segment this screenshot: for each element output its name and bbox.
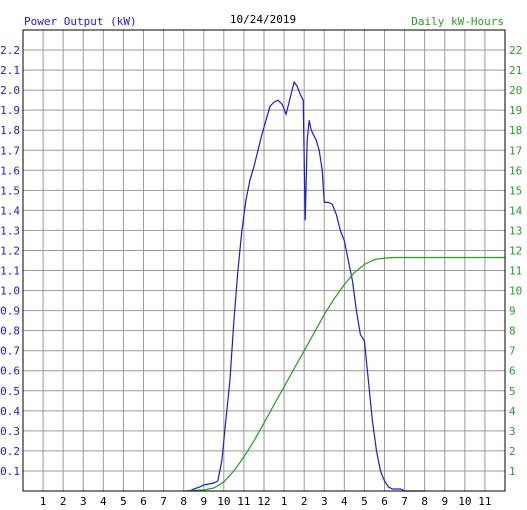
- right-tick-label: 20: [509, 84, 522, 97]
- right-tick-label: 18: [509, 124, 522, 137]
- x-tick-label: 10: [217, 495, 230, 508]
- right-tick-label: 16: [509, 164, 522, 177]
- left-tick-label: 0.6: [0, 365, 20, 378]
- x-tick-label: 1: [281, 495, 288, 508]
- energy-line: [183, 256, 505, 492]
- left-tick-label: 2.1: [0, 64, 20, 77]
- right-tick-label: 19: [509, 104, 522, 117]
- left-tick-label: 0.2: [0, 445, 20, 458]
- x-tick-label: 8: [180, 495, 187, 508]
- left-tick-label: 0.4: [0, 405, 20, 418]
- left-tick-label: 1.5: [0, 184, 20, 197]
- x-tick-label: 4: [100, 495, 107, 508]
- right-tick-label: 21: [509, 64, 522, 77]
- power-line: [189, 80, 425, 492]
- grid: [23, 30, 505, 491]
- left-axis-ticks: 0.1 0.2 0.3 0.4 0.5 0.6 0.7 0.8 0.9 1.0 1.1 1.2 1.3 1…: [0, 44, 20, 478]
- x-tick-label: 5: [120, 495, 127, 508]
- left-tick-label: 1.1: [0, 265, 20, 278]
- right-tick-label: 11: [509, 265, 522, 278]
- chart-title: 10/24/2019: [230, 13, 296, 26]
- left-tick-label: 0.3: [0, 425, 20, 438]
- left-tick-label: 1.3: [0, 224, 20, 237]
- left-tick-label: 1.6: [0, 164, 20, 177]
- left-tick-label: 1.7: [0, 144, 20, 157]
- right-tick-label: 5: [509, 385, 516, 398]
- x-tick-label: 3: [321, 495, 328, 508]
- right-tick-label: 10: [509, 285, 522, 298]
- left-tick-label: 0.9: [0, 305, 20, 318]
- right-tick-label: 6: [509, 365, 516, 378]
- right-tick-label: 9: [509, 305, 516, 318]
- left-tick-label: 2.2: [0, 44, 20, 57]
- x-tick-label: 12: [257, 495, 270, 508]
- left-tick-label: 0.1: [0, 465, 20, 478]
- left-tick-label: 1.8: [0, 124, 20, 137]
- left-tick-label: 1.0: [0, 285, 20, 298]
- right-tick-label: 14: [509, 204, 523, 217]
- left-tick-label: 1.2: [0, 244, 20, 257]
- right-tick-label: 7: [509, 345, 516, 358]
- x-tick-label: 6: [381, 495, 388, 508]
- plot-frame: [22, 29, 506, 492]
- left-tick-label: 0.5: [0, 385, 20, 398]
- x-tick-label: 7: [401, 495, 408, 508]
- x-tick-label: 8: [421, 495, 428, 508]
- x-tick-label: 1: [40, 495, 47, 508]
- left-axis-label: Power Output (kW): [24, 15, 137, 28]
- right-axis-label: Daily kW-Hours: [411, 15, 504, 28]
- right-tick-label: 12: [509, 244, 522, 257]
- right-tick-label: 4: [509, 405, 516, 418]
- right-tick-label: 2: [509, 445, 516, 458]
- x-tick-label: 2: [60, 495, 67, 508]
- left-tick-label: 2.0: [0, 84, 20, 97]
- x-tick-label: 3: [80, 495, 87, 508]
- x-tick-label: 6: [140, 495, 147, 508]
- right-tick-label: 8: [509, 325, 516, 338]
- x-tick-label: 2: [301, 495, 308, 508]
- x-tick-label: 4: [341, 495, 348, 508]
- left-tick-label: 0.7: [0, 345, 20, 358]
- left-tick-label: 1.4: [0, 204, 20, 217]
- x-tick-label: 5: [361, 495, 368, 508]
- right-tick-label: 13: [509, 224, 522, 237]
- left-tick-label: 1.9: [0, 104, 20, 117]
- x-tick-label: 9: [200, 495, 207, 508]
- right-tick-label: 22: [509, 44, 522, 57]
- x-tick-label: 11: [478, 495, 491, 508]
- x-tick-label: 7: [160, 495, 167, 508]
- x-tick-label: 10: [458, 495, 471, 508]
- x-tick-label: 11: [237, 495, 250, 508]
- right-tick-label: 15: [509, 184, 522, 197]
- right-tick-label: 1: [509, 465, 516, 478]
- left-tick-label: 0.8: [0, 325, 20, 338]
- x-tick-label: 9: [441, 495, 448, 508]
- x-axis-ticks: 1 2 3 4 5 6 7 8 9 10 11 12 1 2 3 4 5 6 7 8 9 10 11: [40, 495, 492, 508]
- right-tick-label: 17: [509, 144, 522, 157]
- series-lines: [183, 80, 505, 492]
- right-tick-label: 3: [509, 425, 516, 438]
